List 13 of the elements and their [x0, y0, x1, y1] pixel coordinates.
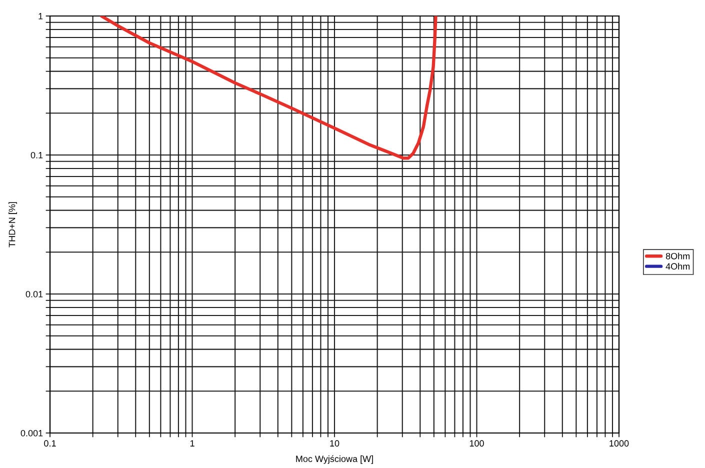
legend-label: 8Ohm	[666, 252, 690, 260]
x-tick-label: 0.1	[44, 440, 56, 447]
y-tick-label: 0.01	[26, 290, 43, 298]
y-tick-label: 0.001	[20, 430, 43, 436]
x-tick-label: 100	[470, 440, 484, 447]
x-axis-title: Moc Wyjściowa [W]	[296, 455, 373, 464]
x-tick-label: 10	[330, 440, 340, 447]
y-axis-title: THD+N [%]	[8, 202, 17, 248]
y-tick-label: 1	[38, 13, 43, 20]
legend-label: 4Ohm	[666, 262, 690, 270]
x-tick-label: 1	[190, 440, 194, 446]
y-tick-label: 0.1	[30, 152, 43, 158]
x-tick-label: 1000	[610, 440, 629, 447]
